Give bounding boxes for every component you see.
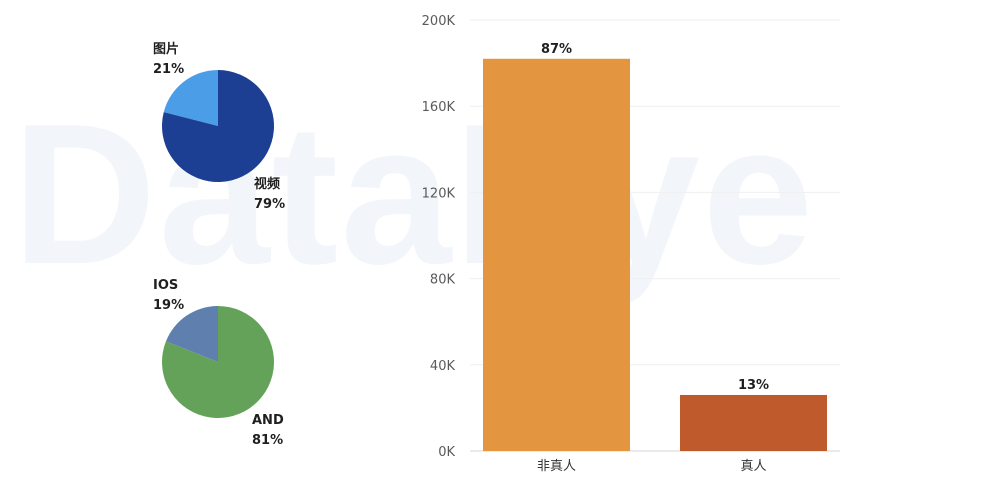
pie2-pct-and: 81% [252, 433, 283, 448]
pie1-label-image: 图片 [153, 41, 179, 57]
y-tick-label: 40K [430, 359, 456, 374]
y-tick-label: 200K [422, 14, 456, 29]
y-tick-label: 160K [422, 100, 456, 115]
pie1-slice-video [161, 70, 274, 183]
y-tick-label: 0K [438, 445, 455, 460]
y-axis: 0K 40K 80K 120K 160K 200K [422, 14, 456, 460]
pie2-slice-ios [165, 306, 218, 362]
pie2-slice-and [161, 306, 274, 418]
x-category-label: 真人 [740, 459, 766, 474]
watermark-logo: DataEye [12, 83, 816, 306]
pie1-pct-video: 79% [254, 197, 285, 212]
pie1-slice-image [163, 70, 218, 126]
bars: 87% 非真人 13% 真人 [483, 42, 827, 474]
pie2-pct-ios: 19% [153, 298, 184, 313]
pie1-label-video: 视频 [254, 176, 280, 192]
pie1-pct-image: 21% [153, 62, 184, 77]
pie2-label-and: AND [252, 413, 284, 428]
y-tick-label: 120K [422, 186, 456, 201]
bar-data-label: 13% [738, 378, 769, 393]
bar [680, 394, 827, 451]
bar-data-label: 87% [541, 42, 572, 57]
pie-chart-platform: IOS 19% AND 81% [153, 278, 284, 448]
x-category-label: 非真人 [537, 459, 576, 474]
pie2-label-ios: IOS [153, 278, 178, 293]
bar [483, 58, 630, 451]
bar-chart-human-ratio: 0K 40K 80K 120K 160K 200K 87% 非真人 13% 真人 [422, 14, 840, 474]
pie-chart-media-type: 图片 21% 视频 79% [153, 41, 285, 212]
y-tick-label: 80K [430, 273, 456, 288]
